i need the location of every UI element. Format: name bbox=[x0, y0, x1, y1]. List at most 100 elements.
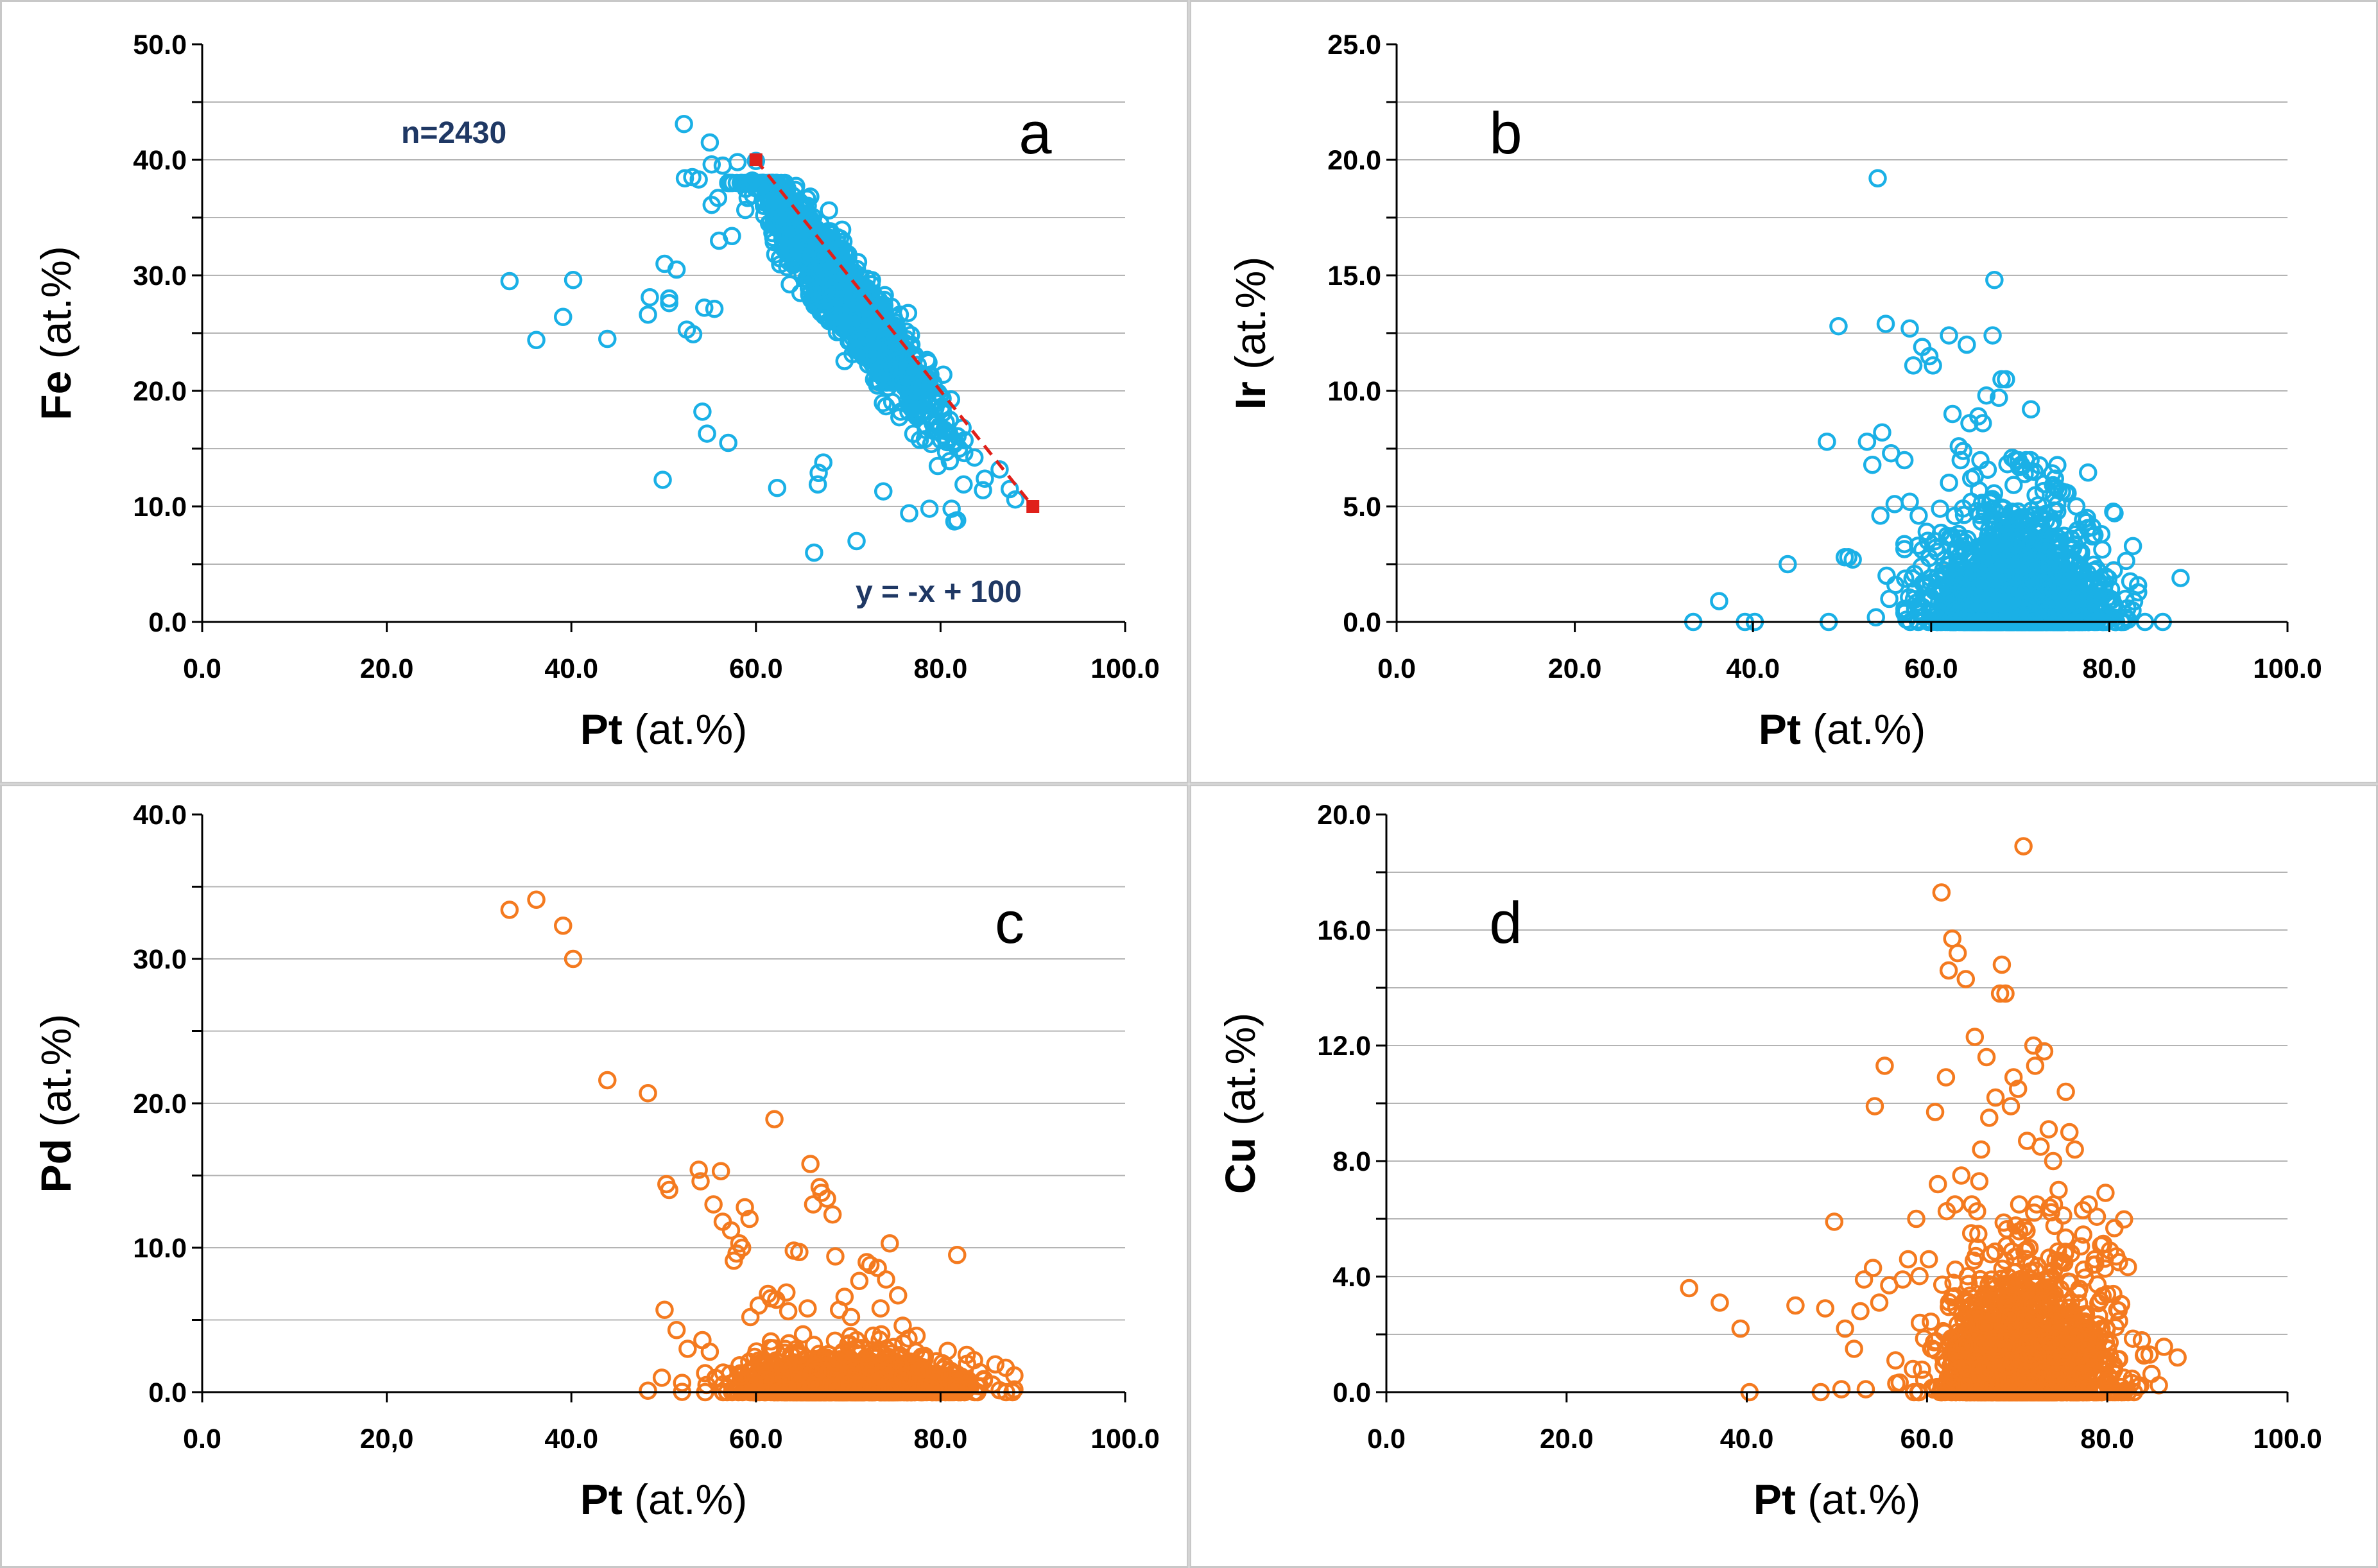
y-axis-title-unit: (at.%) bbox=[1227, 257, 1274, 381]
data-point bbox=[1985, 270, 2004, 289]
data-point bbox=[921, 365, 940, 384]
data-point bbox=[1904, 356, 1923, 375]
data-point bbox=[870, 1331, 889, 1349]
data-point bbox=[1949, 437, 1969, 456]
y-tick-label: 20.0 bbox=[133, 376, 187, 407]
data-point bbox=[1001, 479, 1019, 499]
data-point bbox=[500, 271, 519, 291]
data-point bbox=[554, 307, 573, 327]
data-point bbox=[764, 1339, 783, 1357]
data-point bbox=[695, 298, 714, 317]
data-point bbox=[1886, 576, 1905, 594]
data-point bbox=[965, 448, 984, 467]
gridlines bbox=[202, 886, 1125, 1321]
data-point bbox=[1962, 492, 1981, 512]
data-point bbox=[899, 357, 918, 376]
chart-panel-b: 0.0 20.0 40.0 60.0 80.0 100.0 0.0 5.0 10.0 15.0 20… bbox=[1189, 0, 2378, 784]
data-point bbox=[934, 365, 952, 384]
x-tick-label: 60.0 bbox=[729, 653, 783, 684]
trend-endpoint bbox=[749, 153, 763, 166]
data-point bbox=[1940, 473, 1958, 492]
data-point bbox=[2029, 515, 2048, 535]
x-tick-label: 100.0 bbox=[1090, 653, 1160, 684]
equation-label: y = -x + 100 bbox=[856, 575, 1022, 609]
data-point bbox=[940, 423, 958, 442]
data-point bbox=[1005, 1366, 1024, 1385]
data-point bbox=[1895, 451, 1914, 470]
data-point bbox=[1995, 555, 2014, 574]
data-point bbox=[1983, 326, 2002, 345]
data-point bbox=[728, 153, 747, 171]
data-point bbox=[675, 114, 693, 134]
data-point bbox=[900, 504, 918, 523]
data-point bbox=[1938, 580, 1958, 598]
data-point bbox=[1931, 499, 1949, 518]
data-point bbox=[786, 180, 805, 200]
data-point bbox=[1843, 550, 1862, 569]
data-point bbox=[743, 171, 762, 190]
data-point bbox=[899, 304, 918, 322]
data-point bbox=[1710, 592, 1728, 610]
data-point bbox=[675, 169, 694, 188]
data-point bbox=[2056, 483, 2075, 502]
data-point bbox=[1885, 495, 1904, 513]
data-point bbox=[746, 151, 766, 171]
data-point bbox=[564, 270, 583, 289]
data-point bbox=[1958, 530, 1977, 549]
data-point bbox=[1958, 335, 1976, 354]
data-point bbox=[2021, 573, 2040, 592]
data-point bbox=[2089, 572, 2108, 590]
data-points bbox=[500, 114, 1025, 562]
data-point bbox=[1926, 538, 1945, 558]
y-tick-label: 10.0 bbox=[133, 492, 187, 522]
data-point bbox=[929, 383, 947, 402]
data-point bbox=[809, 463, 828, 483]
data-point bbox=[696, 1364, 714, 1383]
data-point bbox=[2007, 533, 2026, 552]
data-point bbox=[781, 227, 800, 245]
data-point bbox=[639, 305, 657, 324]
data-point bbox=[940, 410, 960, 429]
data-point bbox=[2105, 504, 2124, 522]
data-point bbox=[777, 201, 796, 220]
data-point bbox=[1920, 347, 1939, 366]
data-point bbox=[2062, 530, 2081, 548]
data-point bbox=[764, 232, 783, 252]
x-axis-title-element: Pt bbox=[580, 705, 623, 753]
data-point bbox=[2105, 561, 2123, 580]
data-point bbox=[1871, 506, 1890, 525]
data-point bbox=[2081, 594, 2100, 614]
data-point bbox=[738, 189, 757, 207]
y-axis-title: Fe (at.%) bbox=[32, 246, 80, 420]
data-point bbox=[1927, 569, 1946, 587]
data-point bbox=[948, 511, 967, 530]
gridlines bbox=[1397, 101, 2288, 565]
data-point bbox=[2093, 540, 2112, 559]
data-point bbox=[2048, 551, 2067, 570]
data-point bbox=[700, 133, 719, 152]
data-point bbox=[1985, 535, 2003, 554]
y-axis-title-element: Fe bbox=[32, 371, 80, 420]
data-point bbox=[2097, 610, 2115, 629]
data-point bbox=[2078, 508, 2096, 528]
data-point bbox=[723, 227, 741, 246]
data-point bbox=[1006, 490, 1025, 509]
y-tick-label: 20.0 bbox=[1327, 145, 1381, 176]
data-point bbox=[598, 329, 617, 349]
data-point bbox=[702, 155, 721, 174]
data-point bbox=[919, 353, 938, 372]
data-point bbox=[764, 174, 782, 193]
trend-line bbox=[754, 159, 1035, 508]
data-point bbox=[986, 1355, 1004, 1374]
data-point bbox=[684, 325, 703, 344]
data-point bbox=[833, 303, 852, 322]
data-point bbox=[920, 499, 939, 518]
x-tick-label: 0.0 bbox=[183, 653, 221, 684]
data-point bbox=[1967, 502, 1986, 521]
data-point bbox=[2124, 592, 2144, 611]
data-point bbox=[2123, 601, 2142, 620]
y-tick-label: 40.0 bbox=[133, 145, 187, 176]
data-point bbox=[1877, 566, 1896, 585]
y-tick-label: 0.0 bbox=[1343, 607, 1381, 638]
data-point bbox=[1909, 506, 1928, 525]
